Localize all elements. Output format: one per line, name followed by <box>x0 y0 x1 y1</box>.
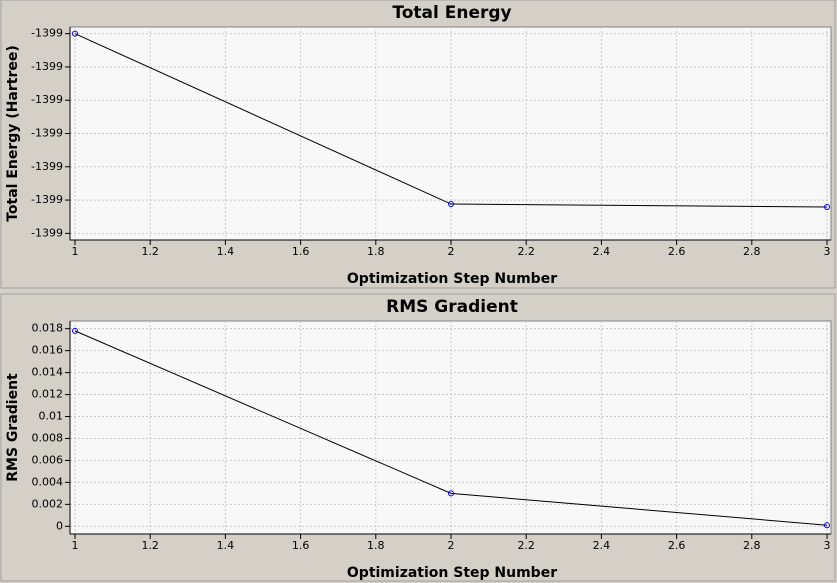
x-tick-label: 2.4 <box>593 245 611 258</box>
title-bar <box>2 295 834 319</box>
x-tick-label: 1.2 <box>141 539 159 552</box>
y-tick-label: 0.008 <box>32 431 64 444</box>
chart-title: RMS Gradient <box>386 297 518 317</box>
y-tick-label: -1399 <box>31 226 63 239</box>
y-tick-label: 0 <box>56 519 63 532</box>
x-axis-title: Optimization Step Number <box>347 565 557 581</box>
y-tick-label: -1399 <box>31 93 63 106</box>
data-point <box>72 327 78 334</box>
x-tick-label: 2 <box>448 245 455 258</box>
data-line <box>74 330 828 526</box>
y-tick-label: -1399 <box>31 60 63 73</box>
x-tick-label: 3 <box>824 245 831 258</box>
y-tick-label: 0.018 <box>32 322 64 335</box>
y-tick-label: 0.012 <box>32 388 64 401</box>
y-tick-label: 0.002 <box>32 497 64 510</box>
data-point <box>824 522 830 529</box>
y-tick-label: 0.01 <box>39 410 64 423</box>
data-point <box>824 204 830 211</box>
x-tick-label: 2 <box>448 539 455 552</box>
x-tick-label: 2.6 <box>668 245 686 258</box>
y-tick-label: -1399 <box>31 127 63 140</box>
x-tick-label: 2.4 <box>593 539 611 552</box>
y-axis-title: RMS Gradient <box>5 373 21 482</box>
x-tick-label: 1.4 <box>217 245 235 258</box>
x-tick-label: 3 <box>824 539 831 552</box>
x-tick-label: 2.8 <box>743 245 761 258</box>
x-tick-label: 1 <box>72 245 79 258</box>
data-point <box>72 30 78 37</box>
x-tick-label: 1.4 <box>217 539 235 552</box>
y-tick-label: 0.014 <box>32 366 64 379</box>
x-tick-label: 1 <box>72 539 79 552</box>
y-tick-label: -1399 <box>31 27 63 40</box>
y-tick-label: -1399 <box>31 193 63 206</box>
x-tick-label: 1.2 <box>141 245 159 258</box>
x-tick-label: 2.8 <box>743 539 761 552</box>
y-tick-label: -1399 <box>31 160 63 173</box>
x-tick-label: 2.2 <box>517 539 535 552</box>
x-tick-label: 1.6 <box>292 245 310 258</box>
x-tick-label: 1.8 <box>367 539 385 552</box>
data-line <box>74 33 828 208</box>
y-tick-label: 0.004 <box>32 475 64 488</box>
x-tick-label: 2.6 <box>668 539 686 552</box>
y-axis-title: Total Energy (Hartree) <box>5 45 21 222</box>
y-tick-label: 0.016 <box>32 344 64 357</box>
y-tick-label: 0.006 <box>32 453 64 466</box>
data-point <box>448 490 454 497</box>
x-axis-title: Optimization Step Number <box>347 271 557 287</box>
x-tick-label: 1.6 <box>292 539 310 552</box>
x-tick-label: 1.8 <box>367 245 385 258</box>
data-point <box>448 201 454 208</box>
title-bar <box>2 1 834 25</box>
chart-title: Total Energy <box>392 3 511 23</box>
x-tick-label: 2.2 <box>517 245 535 258</box>
